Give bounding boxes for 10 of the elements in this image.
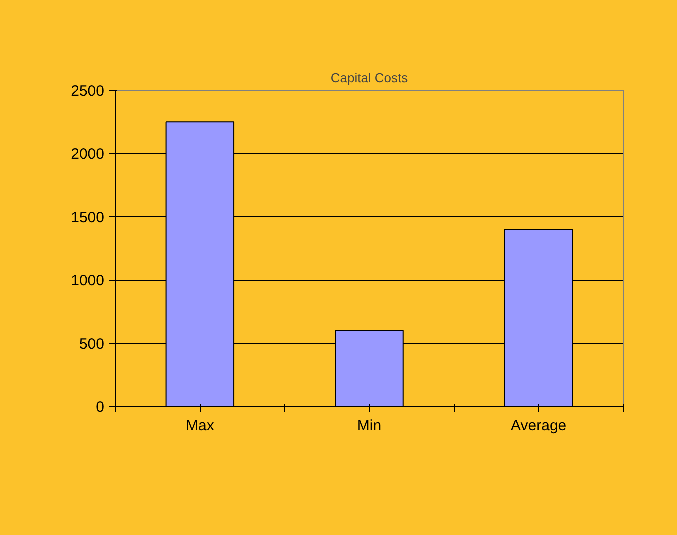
y-tick-label: 2500 [71,83,105,100]
y-tick-label: 500 [79,336,105,353]
y-tick-label: 2000 [71,146,105,164]
x-tick-label: Min [357,418,382,434]
x-tick-label: Max [186,418,215,434]
y-tick-label: 0 [96,399,104,416]
x-tick-label: Average [511,418,567,434]
y-tick-label: 1000 [71,272,105,290]
chart-title: Capital Costs [330,70,409,86]
y-tick-label: 1500 [71,209,105,226]
